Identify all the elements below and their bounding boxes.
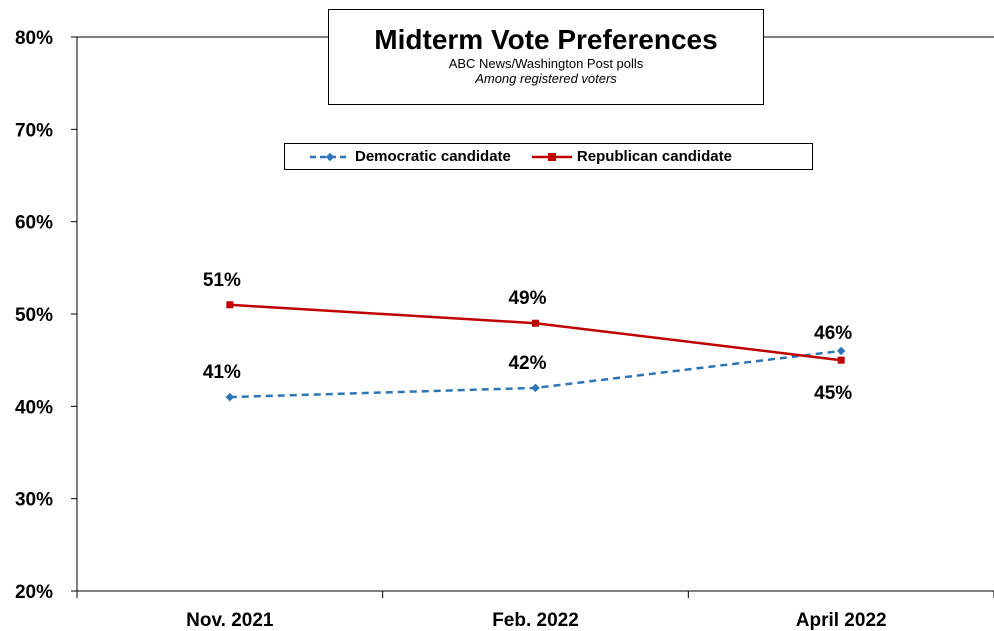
legend-label-republican: Republican candidate [576,148,732,165]
y-tick-label: 70% [15,120,53,141]
data-label-democratic: 46% [814,323,852,344]
legend-item-democratic: Democratic candidate [309,148,511,165]
y-tick-label: 80% [15,28,53,49]
legend-swatch-democratic [310,152,350,161]
chart-title: Midterm Vote Preferences [374,24,718,55]
data-point-democratic [531,383,540,393]
chart-subtitle-italic: Among registered voters [475,71,617,86]
chart-legend: Democratic candidate Republican candidat… [284,143,813,170]
y-tick-label: 60% [15,213,53,234]
x-tick-label: Feb. 2022 [492,610,579,631]
x-tick-label: Nov. 2021 [186,610,274,631]
y-tick-label: 40% [15,397,53,418]
data-label-democratic: 41% [203,362,241,383]
data-point-republican [837,356,845,364]
data-label-democratic: 42% [508,353,546,374]
legend-swatch-republican [531,152,572,161]
data-point-democratic [836,346,846,356]
data-point-republican [532,319,539,327]
data-label-republican: 45% [814,383,852,404]
legend-item-republican: Republican candidate [531,148,732,165]
y-tick-label: 50% [15,305,53,326]
data-point-democratic [225,392,235,402]
x-tick-label: April 2022 [796,610,887,631]
y-tick-label: 20% [15,582,53,603]
chart-subtitle: ABC News/Washington Post polls [448,56,644,71]
y-tick-label: 30% [15,490,53,511]
data-label-republican: 49% [508,288,546,309]
chart-title-box: Midterm Vote Preferences ABC News/Washin… [328,9,764,105]
data-label-republican: 51% [203,270,241,291]
legend-label-democratic: Democratic candidate [355,148,511,165]
data-point-republican [226,301,234,309]
